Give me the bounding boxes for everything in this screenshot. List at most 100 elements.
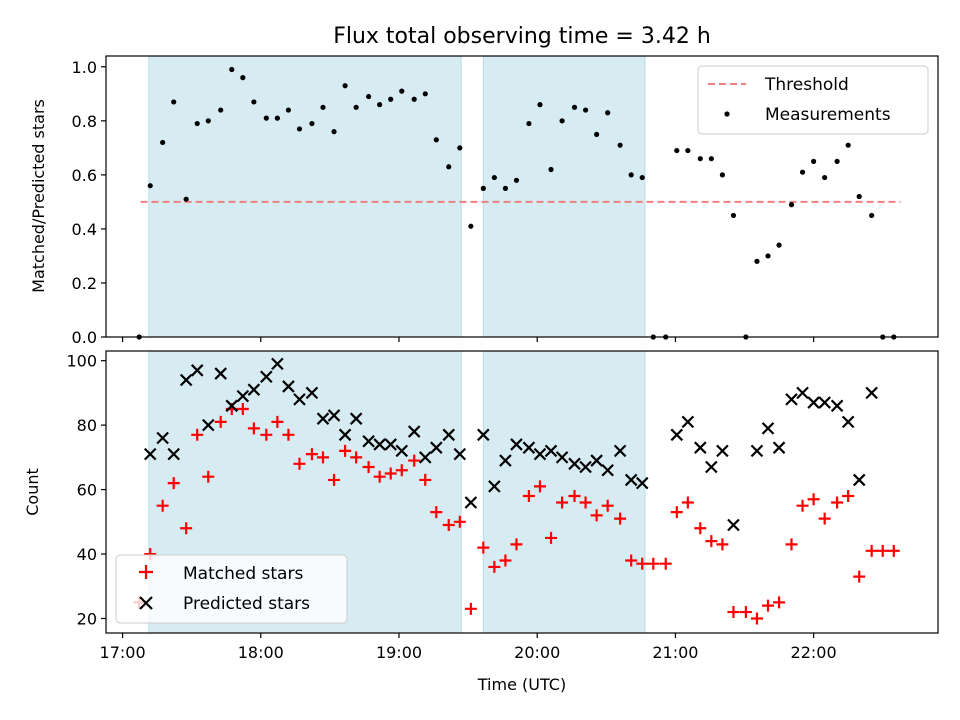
matched-star-point bbox=[373, 470, 386, 483]
measurement-point bbox=[320, 104, 326, 110]
measurement-point bbox=[240, 75, 246, 81]
matched-star-point bbox=[202, 470, 215, 483]
measurement-point bbox=[776, 242, 782, 248]
measurement-point bbox=[685, 147, 691, 154]
measurement-point bbox=[605, 110, 611, 116]
predicted-star-point bbox=[761, 422, 775, 435]
observing-span bbox=[148, 55, 462, 338]
matched-star-point bbox=[408, 454, 421, 467]
measurement-point bbox=[194, 120, 200, 127]
matched-star-point bbox=[727, 606, 740, 619]
matched-star-point bbox=[350, 451, 363, 464]
predicted-star-point bbox=[201, 418, 215, 432]
measurement-point bbox=[719, 172, 725, 178]
measurement-point bbox=[285, 107, 292, 113]
x-tick-label: 20:00 bbox=[514, 643, 560, 662]
counts-y-axis-label: Count bbox=[23, 468, 42, 516]
measurement-point bbox=[834, 158, 840, 164]
matched-star-point bbox=[614, 512, 627, 525]
matched-star-point bbox=[384, 467, 397, 480]
measurement-point bbox=[537, 102, 543, 108]
x-tick-label: 22:00 bbox=[791, 643, 837, 662]
predicted-star-point bbox=[453, 447, 467, 461]
y-tick-label: 100 bbox=[66, 352, 97, 371]
predicted-star-point bbox=[418, 451, 432, 464]
predicted-star-point bbox=[271, 357, 284, 371]
ratio-x-ticks bbox=[121, 337, 815, 342]
predicted-star-point bbox=[407, 425, 421, 438]
predicted-star-point bbox=[236, 389, 250, 403]
matched-star-point bbox=[831, 496, 844, 509]
matched-star-point bbox=[887, 544, 900, 557]
predicted-star-point bbox=[533, 447, 547, 461]
x-axis-label: Time (UTC) bbox=[477, 675, 566, 694]
predicted-star-point bbox=[349, 412, 363, 425]
matched-star-point bbox=[590, 509, 603, 522]
predicted-star-point bbox=[167, 447, 180, 461]
predicted-star-point bbox=[156, 431, 169, 445]
y-tick-label: 0.4 bbox=[72, 220, 97, 239]
observing-span bbox=[482, 350, 646, 634]
predicted-star-point bbox=[362, 434, 375, 448]
predicted-star-point bbox=[681, 415, 695, 429]
measurement-point bbox=[263, 115, 269, 121]
matched-star-point bbox=[328, 473, 341, 486]
matched-star-point bbox=[214, 415, 227, 428]
measurement-point bbox=[526, 120, 532, 127]
measurement-point bbox=[274, 115, 280, 121]
measurement-point bbox=[811, 158, 817, 164]
predicted-star-point bbox=[601, 463, 614, 477]
measurement-point bbox=[388, 96, 394, 102]
matched-star-point bbox=[853, 570, 866, 583]
predicted-star-point bbox=[830, 399, 844, 413]
predicted-star-point bbox=[305, 386, 319, 400]
matched-star-point bbox=[453, 515, 466, 528]
measurement-point bbox=[754, 258, 760, 264]
count-marks bbox=[133, 357, 900, 625]
matched-star-point bbox=[271, 415, 284, 428]
matched-star-point bbox=[522, 490, 535, 503]
matched-star-point bbox=[442, 519, 455, 532]
predicted-star-point bbox=[694, 441, 707, 454]
measurement-point bbox=[353, 104, 359, 110]
measurement-point bbox=[491, 174, 497, 181]
predicted-star-point bbox=[785, 393, 798, 406]
matched-star-point bbox=[568, 490, 581, 503]
predicted-star-point bbox=[464, 496, 478, 509]
y-tick-label: 0.8 bbox=[72, 112, 97, 131]
legend-label-predicted: Predicted stars bbox=[183, 594, 310, 614]
measurement-point bbox=[331, 129, 337, 135]
matched-star-point bbox=[419, 473, 432, 486]
measurement-point bbox=[183, 196, 189, 202]
measurement-point bbox=[171, 99, 177, 105]
observing-span bbox=[482, 55, 646, 338]
predicted-star-point bbox=[865, 386, 878, 400]
y-tick-label: 0.2 bbox=[72, 274, 97, 293]
chart-title: Flux total observing time = 3.42 h bbox=[333, 24, 711, 49]
matched-star-point bbox=[180, 522, 193, 535]
measurement-point bbox=[845, 142, 851, 148]
measurement-point bbox=[639, 174, 645, 181]
measurement-point bbox=[617, 142, 623, 148]
predicted-star-point bbox=[260, 370, 273, 384]
matched-star-point bbox=[739, 606, 752, 619]
ratio-marks bbox=[136, 66, 901, 340]
ratio-y-axis-label: Matched/Predicted stars bbox=[29, 99, 48, 293]
y-tick-label: 0.0 bbox=[72, 328, 97, 347]
counts-legend: Matched stars Predicted stars bbox=[115, 554, 348, 624]
predicted-star-point bbox=[338, 428, 352, 442]
predicted-star-point bbox=[327, 409, 341, 422]
matched-star-point bbox=[395, 464, 408, 477]
predicted-star-point bbox=[716, 444, 729, 458]
measurement-point bbox=[822, 174, 828, 181]
matched-star-point bbox=[282, 428, 295, 441]
legend-frame bbox=[115, 554, 348, 624]
matched-star-point bbox=[556, 496, 569, 509]
measurement-point bbox=[502, 185, 509, 191]
matched-star-point bbox=[796, 499, 809, 512]
measurement-point bbox=[582, 107, 589, 113]
matched-star-point bbox=[785, 538, 798, 551]
predicted-star-point bbox=[796, 386, 809, 400]
legend-predicted-swatch bbox=[139, 596, 153, 610]
matched-star-point bbox=[670, 506, 683, 519]
